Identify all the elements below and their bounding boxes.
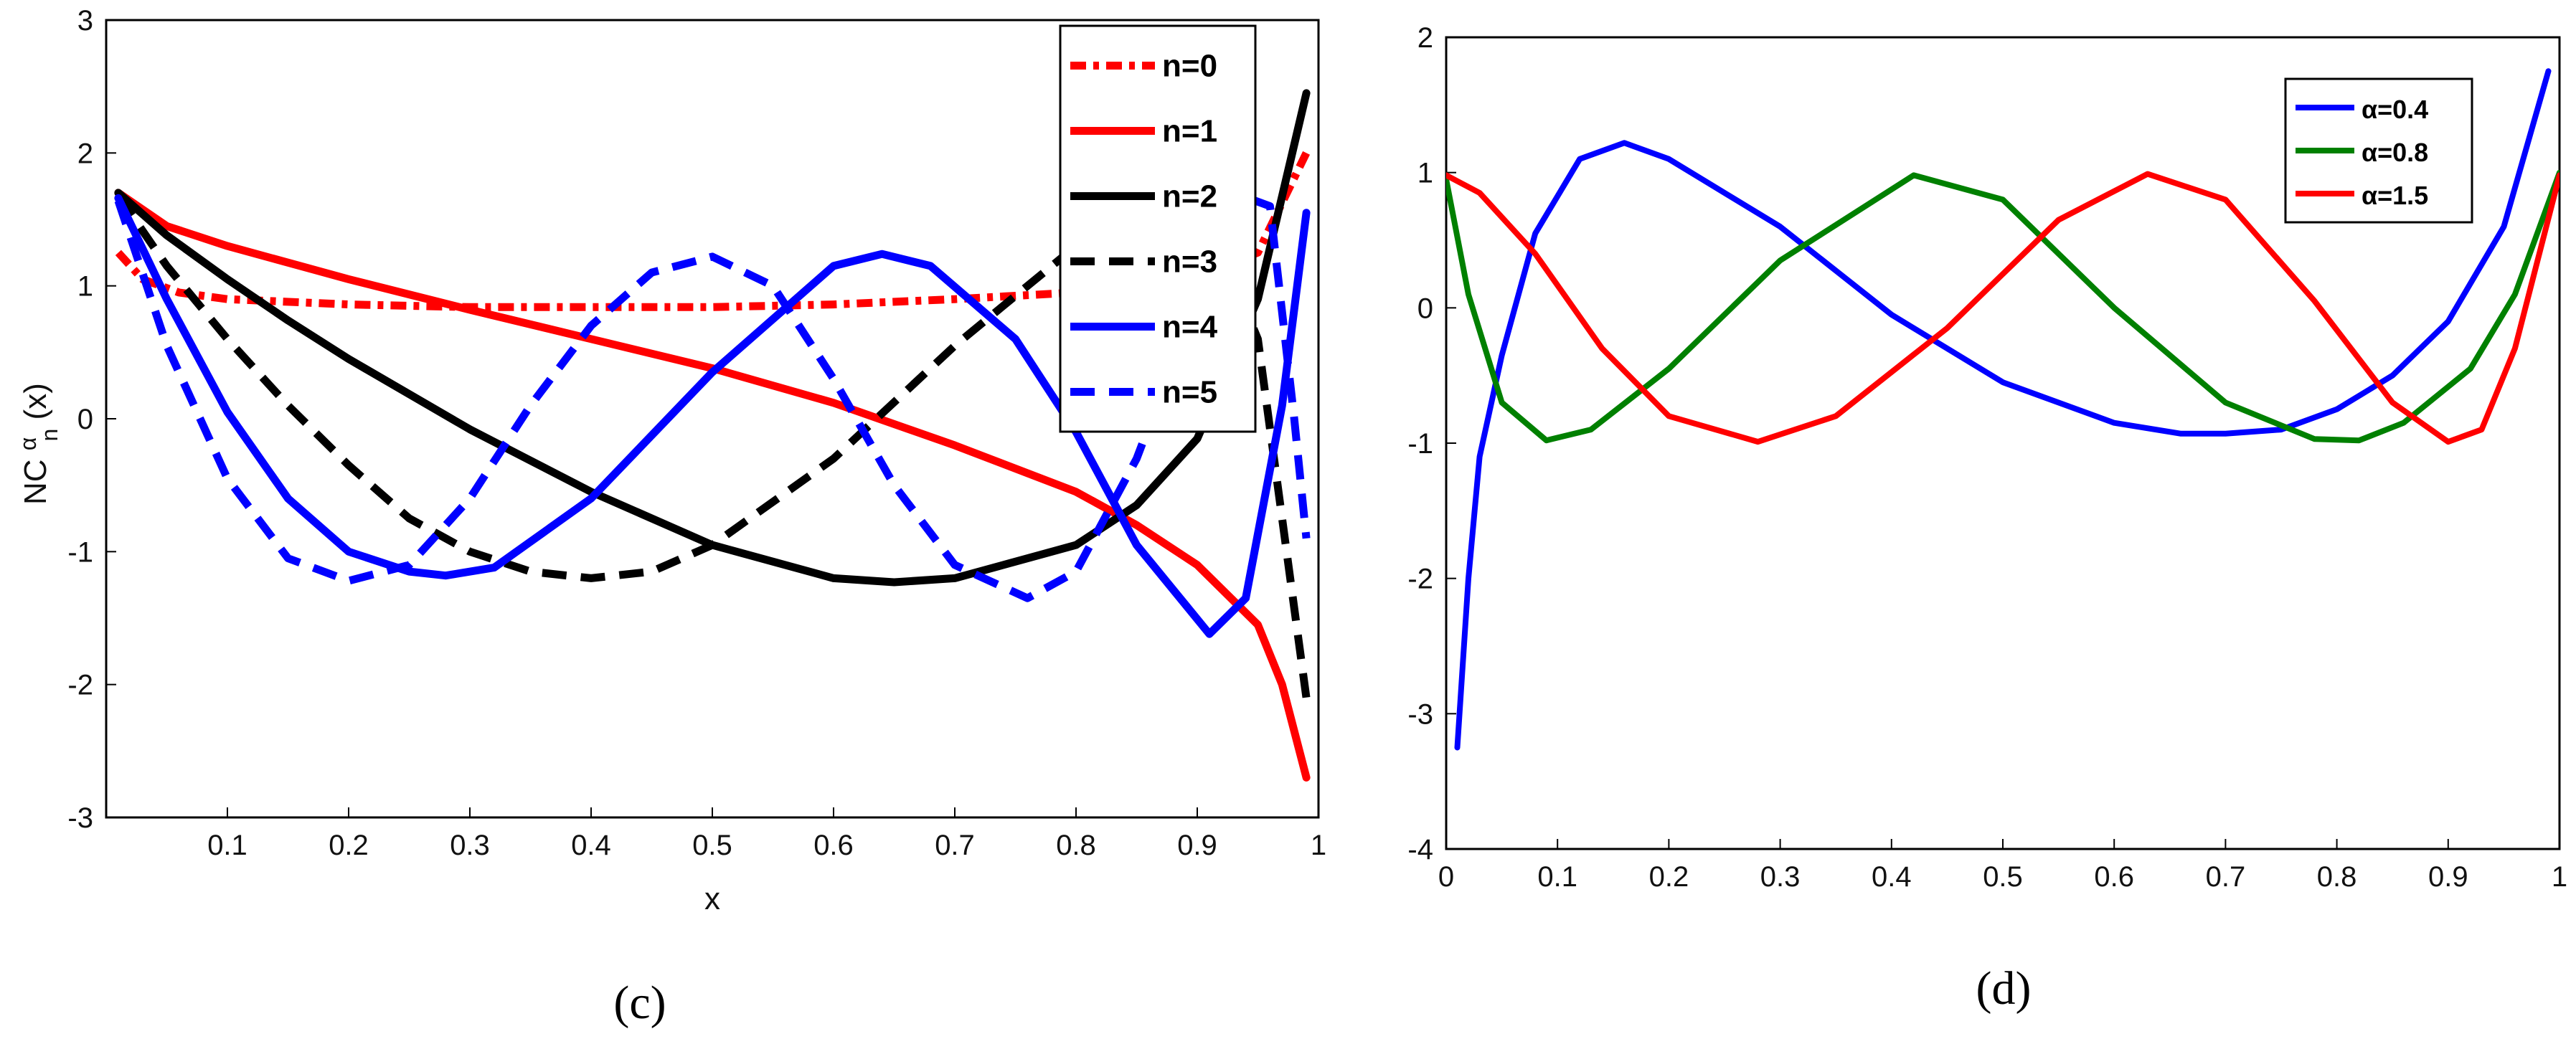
y-tick-label: -2 — [1407, 564, 1433, 595]
x-tick-label: 0.3 — [1760, 861, 1801, 893]
y-label-sub: n — [37, 429, 62, 442]
panel-c: 0.1 0.2 0.3 0.4 0.5 0.6 0.7 0.8 0.9 1 -3-2-10123 … — [8, 5, 1326, 1029]
series-group-c — [114, 89, 1311, 782]
legend-label: α=1.5 — [2362, 181, 2428, 210]
legend-label: n=1 — [1162, 114, 1217, 149]
y-tick-label: -3 — [67, 802, 93, 834]
x-tick-label: 0.1 — [1537, 861, 1577, 893]
y-label-sup: α — [15, 437, 41, 451]
y-tick-label: -3 — [1407, 698, 1433, 730]
y-ticks-c: -3 -2 -1 0 1 2 3 — [67, 5, 116, 834]
series-group-d — [1446, 68, 2560, 751]
y-tick-label: 3 — [77, 5, 93, 37]
y-tick-label: 0 — [77, 404, 93, 435]
x-tick-label: 0.1 — [207, 830, 247, 861]
y-tick-label: 2 — [77, 138, 93, 169]
x-tick-label: 0.2 — [1649, 861, 1689, 893]
y-axis-label-c: NC α n (x) — [8, 383, 65, 505]
x-ticks-d: 0 0.1 0.2 0.3 0.4 0.5 0.6 0.7 0.8 0.9 1 — [1438, 839, 2567, 893]
x-tick-label: 0.4 — [571, 830, 611, 861]
y-ticks-d: -4 -3 -2 -1 0 1 2 — [1407, 22, 1456, 865]
series-line-n-4 — [114, 194, 1311, 638]
x-tick-label: 0 — [1438, 861, 1454, 893]
series-line-n-2 — [114, 89, 1311, 587]
y-tick-label: -2 — [67, 670, 93, 701]
x-tick-label: 0.8 — [2317, 861, 2357, 893]
x-tick-label: 0.7 — [935, 830, 975, 861]
y-tick-label: -1 — [1407, 428, 1433, 460]
x-tick-label: 0.7 — [2206, 861, 2246, 893]
legend-label: n=5 — [1162, 375, 1217, 410]
legend-label: n=3 — [1162, 245, 1217, 280]
x-tick-label: 0.5 — [692, 830, 732, 861]
svg-text:NC α n: NC α n (x) — [8, 383, 65, 505]
x-tick-label: 0.6 — [813, 830, 854, 861]
legend-label: n=4 — [1162, 310, 1218, 345]
legend-box — [1059, 24, 1257, 433]
legend-label: α=0.4 — [2362, 95, 2428, 124]
x-ticks-c: 0.1 0.2 0.3 0.4 0.5 0.6 0.7 0.8 0.9 1 — [207, 807, 1326, 861]
x-tick-label: 0.2 — [329, 830, 369, 861]
y-tick-label: 2 — [1417, 22, 1433, 54]
series-line--1-5 — [1446, 171, 2560, 445]
caption-c: (c) — [613, 977, 666, 1029]
x-tick-label: 0.4 — [1872, 861, 1912, 893]
y-label-main: NC — [18, 459, 53, 505]
y-tick-label: -1 — [67, 536, 93, 568]
y-tick-label: 0 — [1417, 293, 1433, 324]
legend-label: n=2 — [1162, 179, 1217, 214]
y-tick-label: 1 — [77, 271, 93, 303]
series-line--0-8 — [1446, 169, 2560, 444]
legend-d: α=0.4 α=0.8 α=1.5 — [2284, 77, 2473, 224]
y-tick-label: 1 — [1417, 158, 1433, 189]
x-tick-label: 0.5 — [1983, 861, 2023, 893]
y-tick-label: -4 — [1407, 834, 1433, 865]
series-line--0-4 — [1454, 68, 2552, 751]
x-tick-label: 0.9 — [2428, 861, 2468, 893]
x-tick-label: 1 — [1311, 830, 1326, 861]
x-tick-label: 1 — [2552, 861, 2567, 893]
legend-label: α=0.8 — [2362, 138, 2428, 167]
legend-c: n=0 n=1 n=2 n=3 n=4 n=5 — [1059, 24, 1257, 433]
series-line-n-3 — [115, 189, 1311, 698]
panel-d: 0 0.1 0.2 0.3 0.4 0.5 0.6 0.7 0.8 0.9 1 -4 -3 -2 -1 0 1… — [1407, 22, 2567, 1015]
x-axis-label-c: x — [704, 881, 720, 916]
y-label-arg: (x) — [18, 383, 53, 419]
x-tick-label: 0.9 — [1177, 830, 1217, 861]
caption-d: (d) — [1976, 962, 2032, 1015]
legend-label: n=0 — [1162, 49, 1217, 84]
x-tick-label: 0.3 — [450, 830, 490, 861]
x-tick-label: 0.8 — [1056, 830, 1096, 861]
x-tick-label: 0.6 — [2094, 861, 2134, 893]
